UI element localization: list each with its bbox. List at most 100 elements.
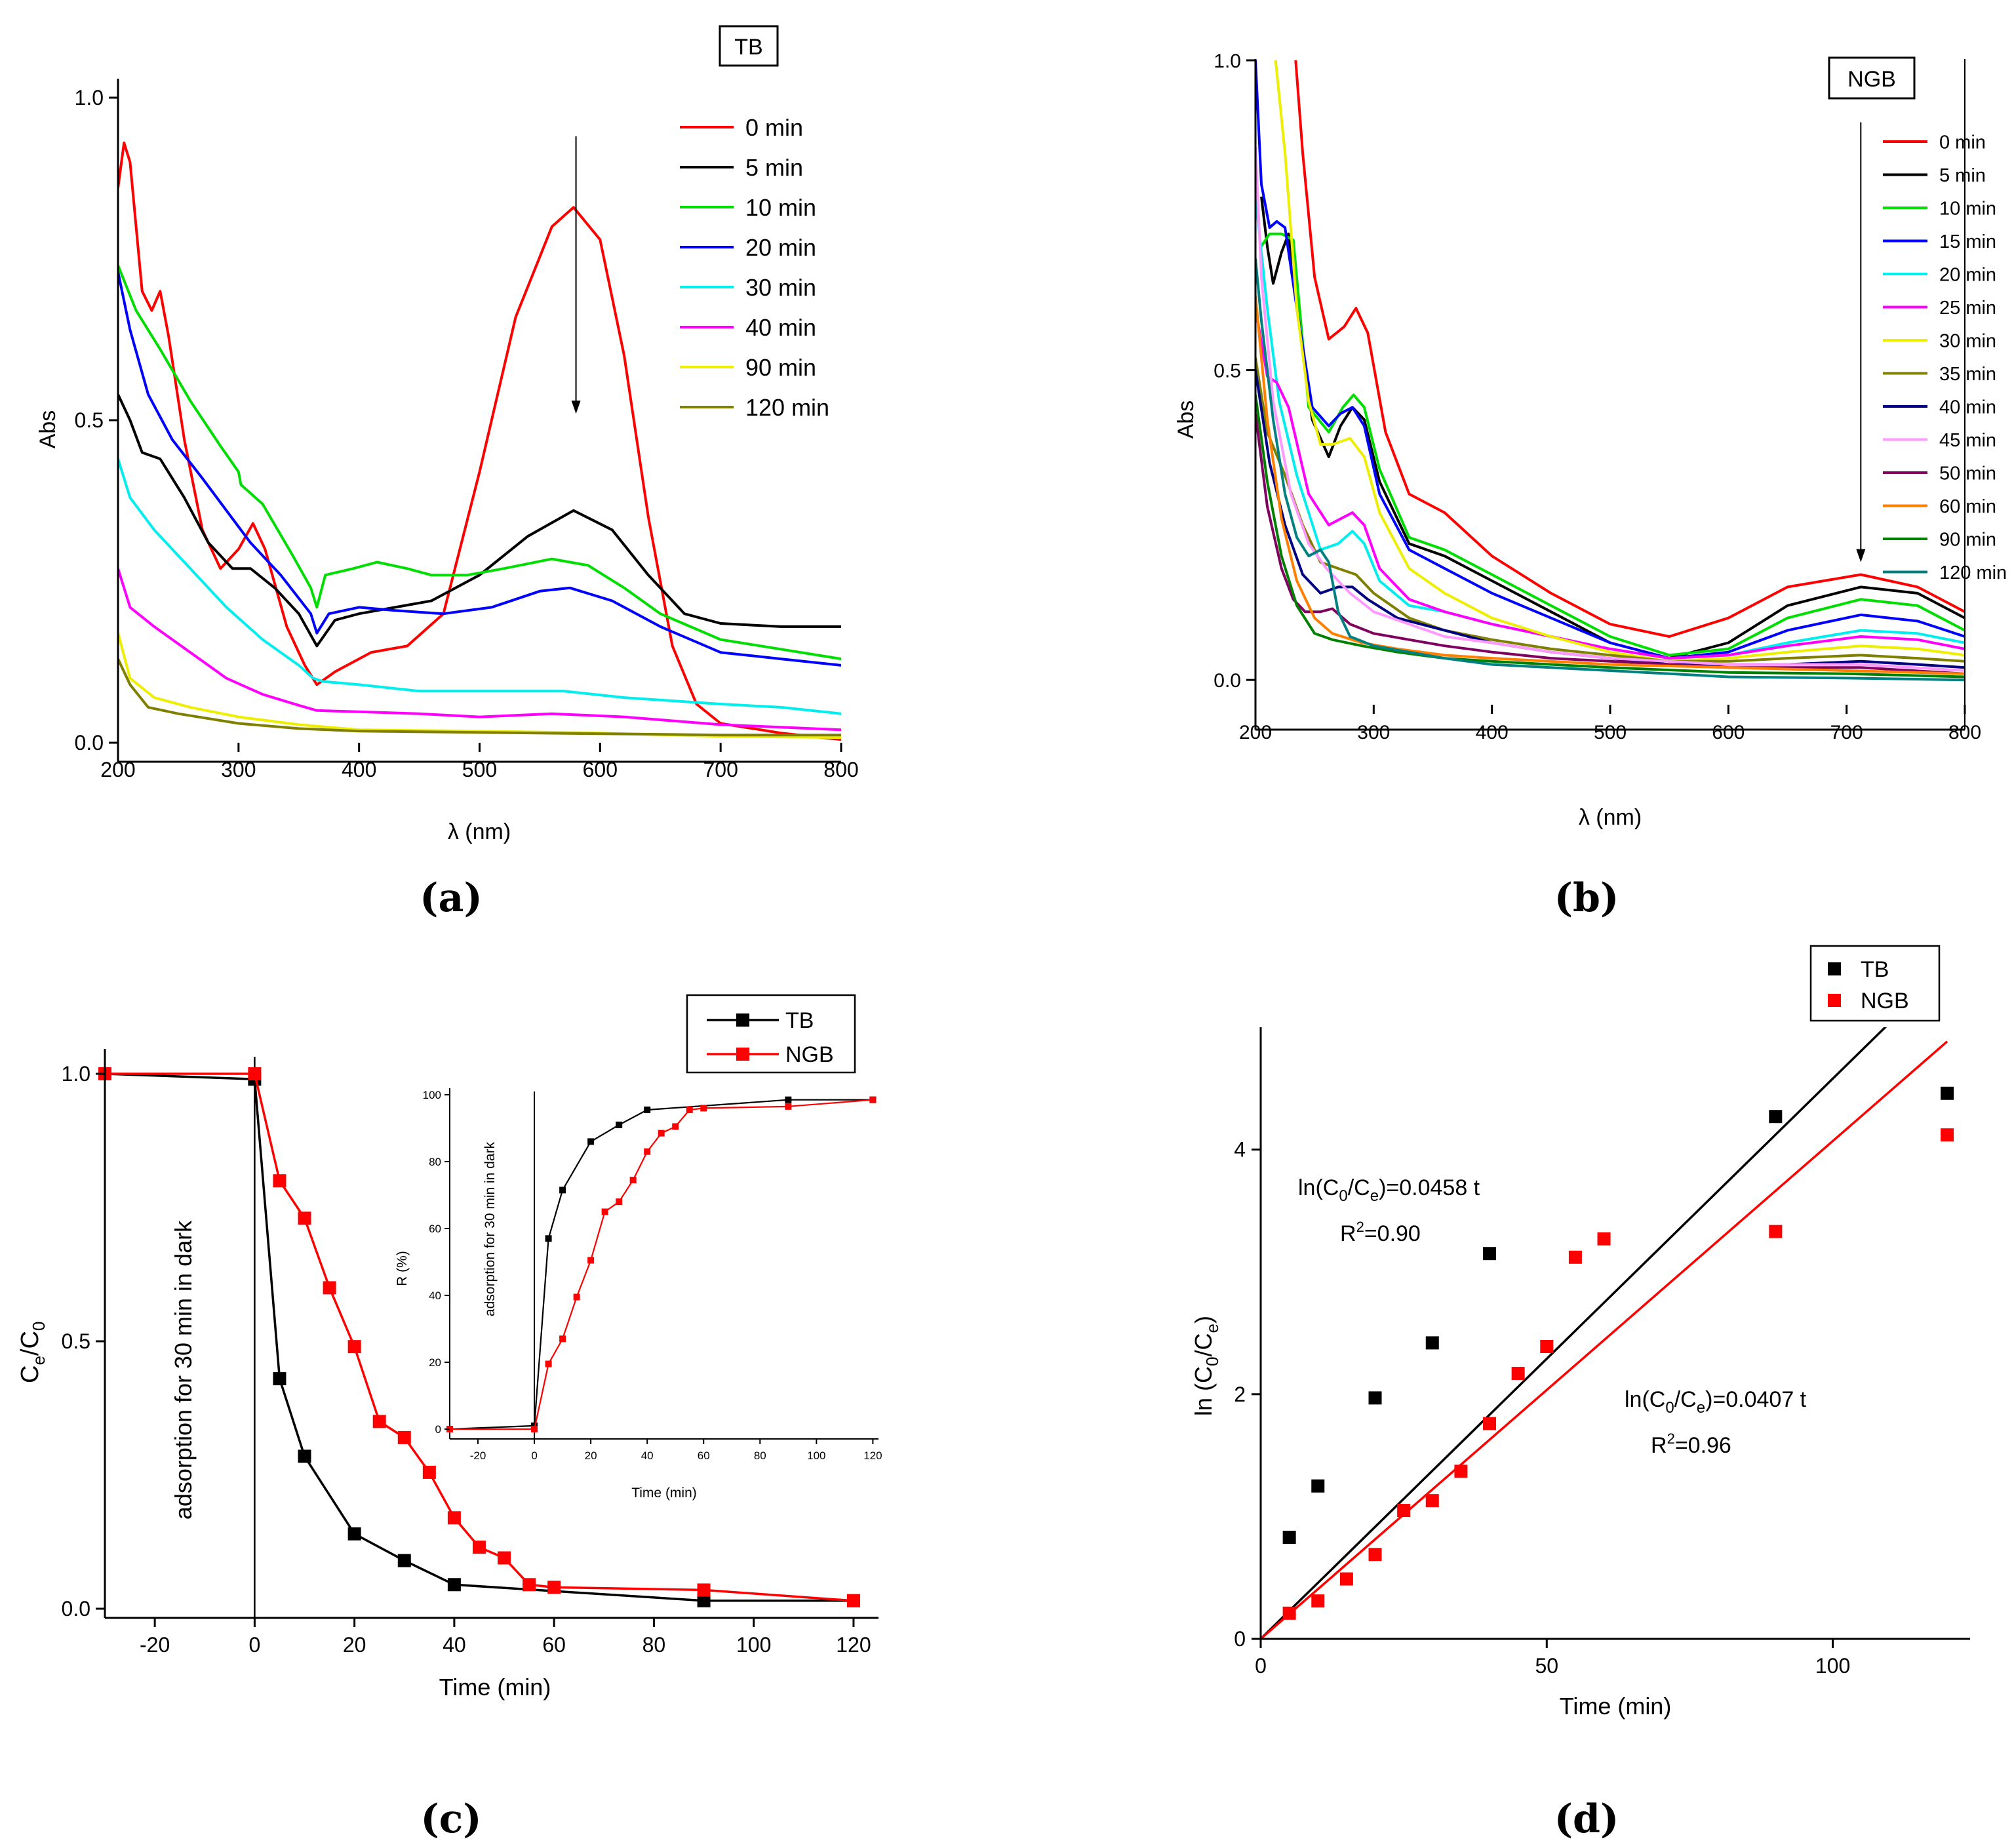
panel-c-ticks: -20 0 20 40 60 80 100 120 0.0 0.5 1.0 [62, 1062, 871, 1657]
panel-a-ytick-label: 1.0 [75, 86, 104, 109]
panel-b-legend-title: NGB [1847, 67, 1896, 92]
panel-c-legend-box [686, 994, 856, 1074]
panel-c-ytick-label: 0.0 [62, 1597, 90, 1621]
panel-b-legend: 0 min 5 min 10 min 15 min 20 min 25 min 30 min… [1883, 132, 2007, 583]
panel-a-xtick-label: 700 [703, 758, 738, 781]
panel-c-inset-marker-ngb [601, 1208, 608, 1215]
panel-b-ytick-label: 0.0 [1214, 670, 1241, 692]
panel-c-inset-xtick-label: 100 [807, 1449, 825, 1462]
panel-c-inset-marker-ngb [700, 1105, 707, 1112]
panel-c-legend: TB NGB [686, 994, 856, 1074]
panel-a-series-30-min [118, 458, 841, 715]
panel-a-legend-label-90-min: 90 min [745, 354, 816, 381]
panel-c-xtick-label: 40 [443, 1633, 466, 1657]
panel-a-legend: 0 min 5 min 10 min 20 min 30 min 40 min 90 min… [680, 114, 829, 421]
panel-b-legend-label-35-min: 35 min [1939, 364, 1996, 385]
panel-d-y-label: ln (C0/Ce) [1190, 1316, 1222, 1416]
panel-c-inset-ytick-label: 100 [423, 1089, 441, 1101]
panel-d-marker-ngb [1511, 1367, 1525, 1381]
panel-a-plot [118, 136, 841, 741]
panel-a-xtick-label: 400 [342, 758, 376, 781]
panel-c-inset-marker-ngb [545, 1360, 552, 1367]
panel-b-series-group [1255, 60, 1965, 682]
panel-d-marker-tb [1368, 1391, 1382, 1405]
panel-d-ytick-label: 2 [1234, 1383, 1246, 1406]
panel-d-ngb-fit-equation: ln(C0/Ce)=0.0407 t [1625, 1387, 1807, 1417]
panel-d-marker-ngb [1597, 1232, 1611, 1246]
panel-b-series-10-min [1260, 232, 1965, 657]
panel-b-legend-label-40-min: 40 min [1939, 397, 1996, 418]
panel-d-tb-fit-equation: ln(C0/Ce)=0.0458 t [1298, 1175, 1480, 1205]
panel-b-xtick-label: 400 [1476, 722, 1509, 743]
panel-b-y-label: Abs [1174, 401, 1198, 439]
panel-d-marker-ngb [1282, 1606, 1296, 1620]
panel-a-series-0-min [118, 141, 841, 741]
panel-c-inset-marker-ngb [616, 1198, 623, 1206]
panel-a-xtick-label: 600 [583, 758, 618, 781]
panel-d-marker-ngb [1339, 1572, 1353, 1586]
panel-c-inset-ytick-label: 80 [429, 1156, 441, 1168]
panel-a-legend-label-30-min: 30 min [745, 274, 816, 301]
panel-b-series-30-min [1274, 60, 1965, 663]
panel-c-inset-marker-tb [545, 1235, 552, 1242]
panel-c-inset-marker-ngb [672, 1123, 679, 1130]
panel-a-label: (a) [420, 875, 483, 921]
panel-b-series-45-min [1255, 147, 1965, 672]
panel-a-legend-label-5-min: 5 min [745, 154, 803, 181]
panel-b-legend-label-25-min: 25 min [1939, 298, 1996, 319]
panel-b-xtick-label: 200 [1239, 722, 1272, 743]
panel-d-legend-box [1809, 945, 1941, 1022]
panel-d-marker-ngb [1568, 1250, 1582, 1264]
panel-d-marker-tb [1311, 1479, 1325, 1493]
panel-c-inset-ytick-label: 0 [435, 1423, 441, 1436]
panel-b-legend-label-45-min: 45 min [1939, 430, 1996, 451]
panel-b-label: (b) [1554, 875, 1619, 921]
panel-c-inset-marker-ngb [785, 1103, 792, 1110]
panel-c-inset-annotation: adsorption for 30 min in dark [483, 1141, 498, 1316]
panel-c-inset-marker-ngb [658, 1130, 665, 1137]
panel-a-legend-label-120-min: 120 min [745, 394, 829, 421]
panel-d-marker-ngb [1397, 1504, 1411, 1518]
panel-b-xtick-label: 500 [1594, 722, 1627, 743]
panel-d-marker-tb [1941, 1086, 1954, 1100]
panel-a-x-label: λ (nm) [448, 819, 511, 844]
panel-c-xtick-label: -20 [140, 1633, 170, 1657]
panel-d-marker-ngb [1425, 1494, 1439, 1508]
panel-a-ticks: 200 300 400 500 600 700 800 0.0 0.5 1.0 [75, 86, 859, 781]
panel-b-xtick-label: 600 [1712, 722, 1745, 743]
panel-c-inset-ytick-label: 20 [429, 1356, 441, 1369]
panel-c-marker-ngb [472, 1541, 486, 1554]
panel-d-marker-ngb [1540, 1340, 1554, 1354]
panel-c-inset-marker-tb [559, 1187, 566, 1194]
panel-c-inset-xtick-label: 60 [698, 1449, 710, 1462]
panel-b-legend-label-5-min: 5 min [1939, 165, 1986, 186]
panel-b-legend-label-50-min: 50 min [1939, 463, 1996, 484]
panel-d: 0 50 100 0 2 4 Time (min) ln (C0/Ce) ln(C0/Ce… [1190, 945, 1970, 1842]
panel-c-marker-ngb [248, 1067, 262, 1080]
panel-a-xtick-label: 500 [462, 758, 497, 781]
panel-d-plot [1261, 1027, 1954, 1639]
panel-c-inset-xtick-label: -20 [470, 1449, 486, 1462]
panel-c-legend-label-tb: TB [785, 1008, 814, 1033]
panel-c-legend-marker-tb [736, 1013, 749, 1027]
panel-c-xtick-label: 0 [248, 1633, 260, 1657]
panel-d-label: (d) [1554, 1796, 1619, 1842]
panel-b-legend-label-10-min: 10 min [1939, 198, 1996, 219]
panel-c-marker-ngb [447, 1511, 461, 1525]
panel-c-marker-ngb [697, 1583, 711, 1597]
panel-d-marker-ngb [1941, 1128, 1954, 1142]
panel-d-ytick-label: 0 [1234, 1627, 1246, 1651]
panel-c-marker-tb [273, 1372, 286, 1386]
panel-b-ytick-label: 0.5 [1214, 361, 1241, 382]
panel-c-inset-marker-ngb [573, 1293, 580, 1301]
panel-c-inset-ytick-label: 40 [429, 1289, 441, 1302]
panel-d-marker-ngb [1368, 1548, 1382, 1562]
panel-c-inset-marker-tb [644, 1106, 651, 1113]
panel-c-series-ngb [105, 1072, 854, 1602]
panel-b-ticks: 200 300 400 500 600 700 800 0.0 0.5 1.0 [1214, 50, 1981, 743]
panel-c-xtick-label: 20 [343, 1633, 366, 1657]
panel-c-xtick-label: 120 [836, 1633, 871, 1657]
panel-d-marker-tb [1425, 1336, 1439, 1350]
panel-a-xtick-label: 200 [100, 758, 135, 781]
panel-c-marker-ngb [397, 1430, 411, 1444]
